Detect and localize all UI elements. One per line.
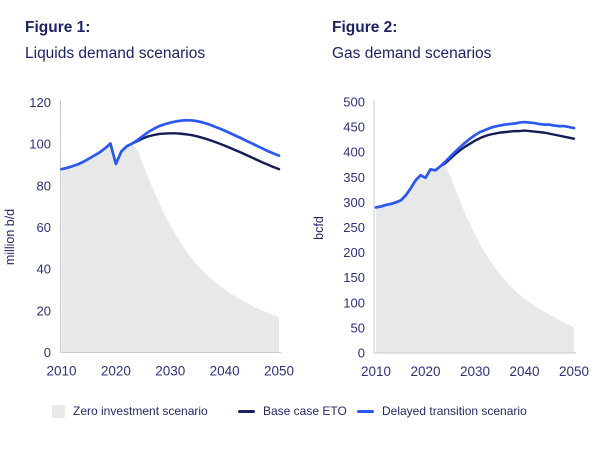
legend-label: Zero investment scenario (73, 404, 208, 418)
y-axis-unit-label: million b/d (3, 209, 17, 265)
y-tick-label: 500 (343, 95, 365, 110)
x-tick-label: 2020 (410, 364, 440, 379)
gas-demand-chart: 0 50 100 150 200 250 300 350 400 450 500 2010 2020 20… (312, 95, 589, 380)
y-tick-label: 200 (343, 245, 365, 260)
y-tick-label: 100 (343, 295, 365, 310)
y-tick-label: 350 (343, 170, 365, 185)
y-tick-label: 40 (37, 262, 51, 277)
zero-investment-area (61, 144, 279, 353)
x-tick-label: 2050 (264, 364, 294, 379)
y-tick-label: 150 (343, 270, 365, 285)
x-tick-label: 2050 (559, 364, 589, 379)
delayed-transition-line (60, 118, 281, 171)
legend-label: Base case ETO (263, 404, 347, 418)
y-tick-label: 300 (343, 195, 365, 210)
y-tick-label: 20 (37, 303, 51, 318)
delayed-transition-line-swatch-icon (357, 409, 374, 413)
x-tick-label: 2030 (460, 364, 490, 379)
legend-item-zero-investment: Zero investment scenario (52, 403, 208, 419)
zero-investment-area (376, 165, 574, 353)
figure2-subtitle: Gas demand scenarios (332, 45, 492, 62)
y-tick-label: 250 (343, 220, 365, 235)
x-tick-label: 2040 (509, 364, 539, 379)
x-tick-label: 2010 (46, 364, 76, 379)
base-case-line-swatch-icon (238, 409, 255, 413)
figure2-title-block: Figure 2: Gas demand scenarios (332, 16, 491, 65)
x-tick-label: 2010 (361, 364, 391, 379)
legend-label: Delayed transition scenario (382, 404, 527, 418)
y-tick-label: 50 (351, 320, 365, 335)
y-tick-label: 60 (37, 220, 51, 235)
y-tick-label: 0 (44, 345, 51, 360)
y-axis-unit-label: bcfd (312, 216, 326, 240)
y-tick-label: 100 (29, 137, 51, 152)
figure1-title-block: Figure 1: Liquids demand scenarios (25, 16, 205, 65)
y-tick-label: 400 (343, 145, 365, 160)
x-tick-label: 2030 (155, 364, 185, 379)
y-tick-label: 0 (358, 346, 365, 361)
figure1-title: Figure 1: (25, 19, 91, 36)
zero-investment-swatch-icon (52, 404, 65, 418)
figure2-title: Figure 2: (332, 19, 398, 36)
delayed-transition-line (374, 120, 576, 209)
legend-item-base-case: Base case ETO (238, 403, 347, 419)
x-tick-label: 2020 (101, 364, 131, 379)
legend-item-delayed-transition: Delayed transition scenario (357, 403, 527, 419)
y-tick-label: 80 (37, 178, 51, 193)
x-tick-label: 2040 (210, 364, 240, 379)
y-tick-label: 120 (29, 95, 51, 110)
y-tick-label: 450 (343, 120, 365, 135)
figure1-subtitle: Liquids demand scenarios (25, 45, 206, 62)
legend: Zero investment scenario Base case ETO D… (0, 403, 601, 419)
